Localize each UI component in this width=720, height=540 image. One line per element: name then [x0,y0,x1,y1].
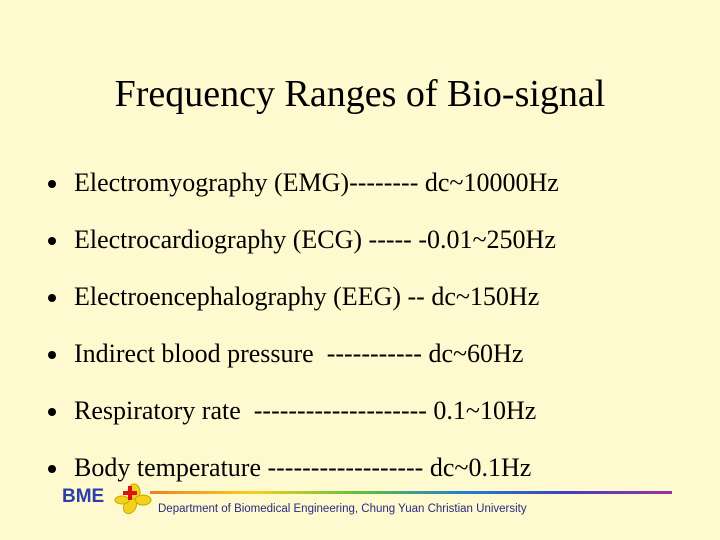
bullet-dot [48,237,56,245]
bullet-dot [48,180,56,188]
bullet-text: Electromyography (EMG)-------- dc~10000H… [74,168,559,197]
bullet-text: Body temperature ------------------ dc~0… [74,453,532,482]
slide-title: Frequency Ranges of Bio-signal [114,73,606,115]
bullet-item: Indirect blood pressure ----------- dc~6… [48,337,708,371]
bullet-item: Electromyography (EMG)-------- dc~10000H… [48,166,708,200]
bullet-dot [48,408,56,416]
bullet-text: Electrocardiography (ECG) ----- -0.01~25… [74,225,556,254]
bullet-item: Electroencephalography (EEG) -- dc~150Hz [48,280,708,314]
bullet-item: Respiratory rate -------------------- 0.… [48,394,708,428]
bullet-text: Respiratory rate -------------------- 0.… [74,396,537,425]
bullet-text: Indirect blood pressure ----------- dc~6… [74,339,524,368]
bullet-text: Electroencephalography (EEG) -- dc~150Hz [74,282,540,311]
bullet-dot [48,465,56,473]
footer-text: Department of Biomedical Engineering, Ch… [158,503,527,515]
bullet-dot [48,294,56,302]
bullet-dot [48,351,56,359]
bullet-item: Body temperature ------------------ dc~0… [48,451,708,485]
bullet-item: Electrocardiography (ECG) ----- -0.01~25… [48,223,708,257]
logo-icon [114,483,152,515]
footer-rule [150,491,672,494]
logo-text: BME [62,486,105,507]
